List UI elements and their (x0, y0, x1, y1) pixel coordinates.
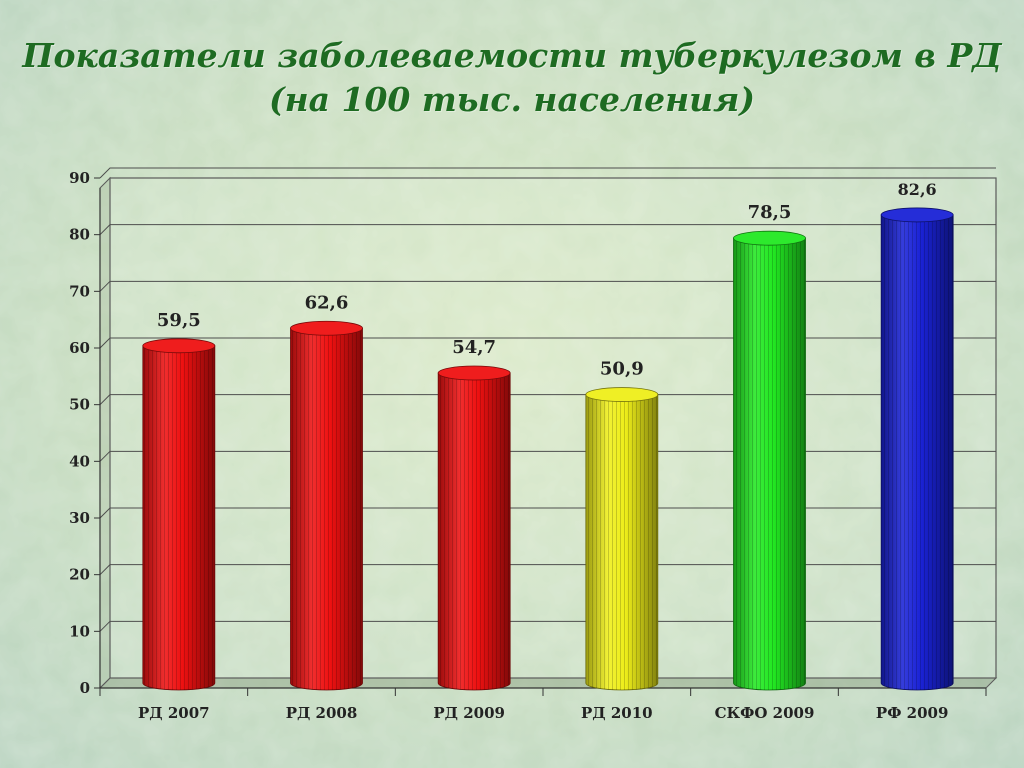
data-label: 50,9 (600, 359, 644, 380)
x-tick-label: СКФО 2009 (715, 704, 815, 722)
chart-title-line-2: (на 100 тыс. населения) (268, 80, 756, 119)
gridline (99, 280, 996, 292)
gridline (99, 337, 996, 349)
bar-6 (880, 207, 954, 691)
gridline (99, 224, 996, 236)
y-tick-label: 50 (69, 396, 90, 414)
data-label: 59,5 (157, 310, 201, 331)
gridline (99, 450, 996, 462)
gridline (99, 620, 996, 632)
bar-top (142, 338, 216, 354)
bar-texture (881, 214, 954, 691)
gridline (99, 394, 996, 406)
x-tick-label: РД 2010 (581, 704, 653, 722)
gridline (99, 564, 996, 576)
x-tick-label: РД 2007 (138, 704, 210, 722)
y-tick-label: 60 (69, 339, 90, 357)
bar-5 (733, 230, 806, 691)
y-tick-label: 90 (69, 169, 90, 187)
x-tick-label: РФ 2009 (876, 704, 948, 722)
y-tick-label: 20 (69, 566, 90, 584)
bar-texture (142, 345, 215, 691)
gridline (99, 507, 996, 519)
bar-1 (142, 338, 216, 691)
data-label: 62,6 (305, 292, 349, 313)
data-label: 82,6 (898, 180, 937, 199)
plot-side-wall (99, 176, 111, 690)
bar-4 (585, 387, 659, 691)
plot-area (109, 177, 997, 679)
bar-top (880, 207, 954, 223)
y-tick-label: 70 (69, 282, 90, 300)
x-tick-label: РД 2008 (286, 704, 358, 722)
y-tick-label: 40 (69, 452, 90, 470)
y-tick-label: 0 (80, 679, 90, 697)
y-tick-label: 30 (69, 509, 90, 527)
chart-title-line-1: Показатели заболеваемости туберкулезом в… (22, 36, 1002, 75)
data-label: 78,5 (748, 202, 792, 223)
plot-floor (98, 677, 998, 689)
x-tick-label: РД 2009 (433, 704, 505, 722)
bar-3 (437, 365, 511, 691)
bar-texture (290, 328, 363, 691)
bar-texture (585, 394, 658, 691)
bar-top (290, 320, 363, 336)
bar-texture (438, 373, 511, 691)
y-tick-label: 10 (69, 622, 90, 640)
bar-texture (733, 238, 806, 691)
bar-top (437, 365, 511, 381)
data-label: 54,7 (452, 337, 496, 358)
gridline (99, 167, 996, 179)
bar-2 (290, 320, 363, 691)
y-tick-label: 80 (69, 226, 90, 244)
bar-top (733, 230, 806, 246)
bar-top (585, 387, 659, 402)
